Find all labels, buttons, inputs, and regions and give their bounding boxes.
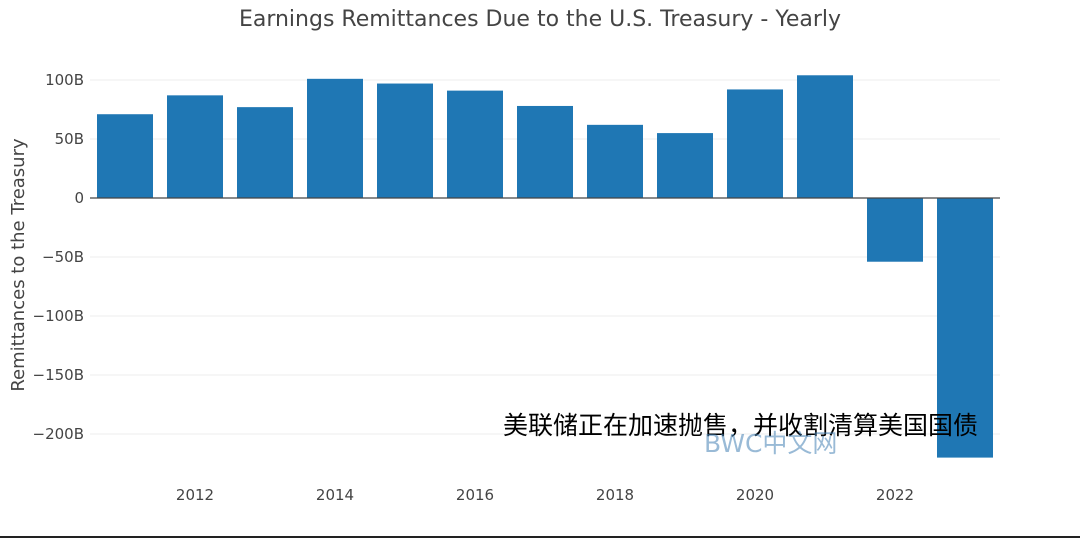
caption-overlay: 美联储正在加速抛售，并收割清算美国国债	[503, 411, 979, 440]
x-tick-label: 2012	[176, 486, 214, 504]
x-tick-label: 2014	[316, 486, 354, 504]
y-tick-label: 50B	[55, 130, 84, 148]
bottom-border	[0, 536, 1080, 538]
y-tick-label: −200B	[33, 425, 85, 443]
bar-2022	[867, 198, 923, 262]
y-tick-labels: 100B 50B 0 −50B −100B −150B −200B	[33, 71, 85, 443]
y-axis-label: Remittances to the Treasury	[8, 138, 29, 392]
bar-2016	[447, 90, 503, 198]
y-tick-label: 0	[74, 189, 84, 207]
bars	[97, 75, 993, 458]
bar-2023	[937, 198, 993, 458]
bar-2014	[307, 78, 363, 198]
watermark: BWC中文网	[704, 429, 838, 458]
x-tick-label: 2022	[876, 486, 914, 504]
x-tick-labels: 2012 2014 2016 2018 2020 2022	[176, 486, 914, 504]
chart-title: Earnings Remittances Due to the U.S. Tre…	[239, 7, 841, 32]
x-tick-label: 2016	[456, 486, 494, 504]
x-tick-label: 2018	[596, 486, 634, 504]
y-tick-label: 100B	[45, 71, 84, 89]
bar-2017	[517, 105, 573, 198]
y-tick-label: −50B	[42, 248, 84, 266]
bar-2021	[797, 75, 853, 198]
x-tick-label: 2020	[736, 486, 774, 504]
bar-2018	[587, 124, 643, 198]
bar-2013	[237, 107, 293, 198]
y-tick-label: −150B	[33, 366, 85, 384]
bar-2011	[97, 114, 153, 198]
y-tick-label: −100B	[33, 307, 85, 325]
bar-2015	[377, 83, 433, 198]
bar-2019	[657, 133, 713, 198]
bar-2012	[167, 95, 223, 198]
bar-2020	[727, 89, 783, 198]
